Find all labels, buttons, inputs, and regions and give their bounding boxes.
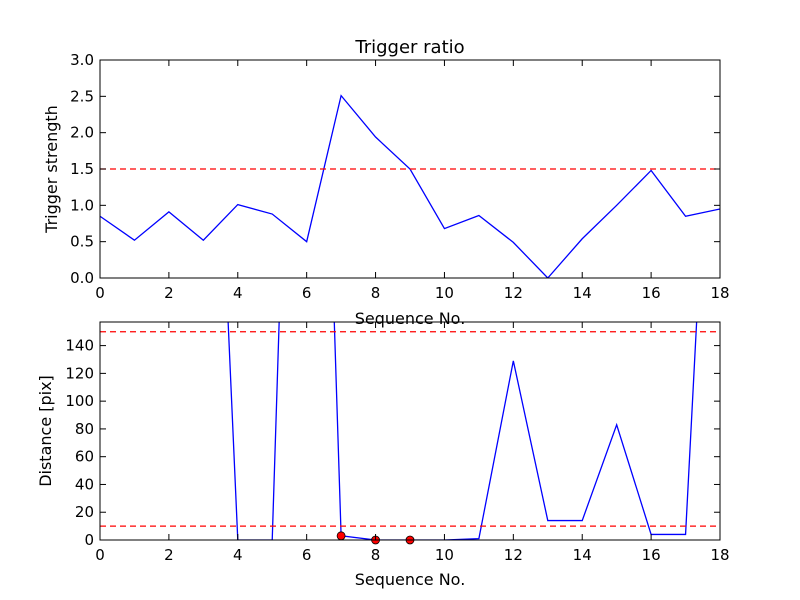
x-tick-label: 0 [95, 284, 105, 302]
x-tick-label: 14 [573, 284, 592, 302]
y-tick-label: 1.0 [70, 196, 94, 214]
chart-trigger-ratio: Trigger ratio 0 2 4 6 8 10 12 14 16 18 0.0 0.5 1.0 1.… [42, 37, 730, 328]
y-tick-label: 0 [84, 531, 94, 549]
x-tick-label: 2 [164, 284, 174, 302]
x-tick-label: 8 [371, 284, 381, 302]
x-tick-label: 18 [710, 546, 729, 564]
plot-area: 0 2 4 6 8 10 12 14 16 18 0.0 0.5 1.0 1.5 2.0 2.5 3.0 [70, 51, 729, 302]
y-tick-label: 140 [65, 337, 94, 355]
x-axis-label: Sequence No. [355, 570, 466, 589]
data-marker [336, 531, 346, 541]
x-tick-label: 8 [371, 546, 381, 564]
x-tick-label: 2 [164, 546, 174, 564]
y-tick-label: 60 [75, 448, 94, 466]
x-tick-label: 12 [504, 546, 523, 564]
plot-area: 0 2 4 6 8 10 12 14 16 18 0 20 40 60 80 100 120 140 [65, 321, 730, 564]
axes-frame [99, 321, 721, 541]
y-tick-label: 120 [65, 364, 94, 382]
y-tick-label: 100 [65, 392, 94, 410]
chart-title: Trigger ratio [354, 37, 464, 58]
y-tick-label: 1.5 [70, 160, 94, 178]
x-tick-label: 6 [302, 284, 312, 302]
x-tick-label: 12 [504, 284, 523, 302]
y-tick-label: 3.0 [70, 51, 94, 69]
x-tick-label: 18 [710, 284, 729, 302]
y-tick-label: 2.0 [70, 124, 94, 142]
y-axis-label: Distance [pix] [36, 375, 55, 487]
y-tick-label: 0.0 [70, 269, 94, 287]
series-line-0 [227, 322, 698, 540]
chart-distance: 0 2 4 6 8 10 12 14 16 18 0 20 40 60 80 100 120 140 Sequen… [36, 321, 730, 589]
y-tick-label: 0.5 [70, 233, 94, 251]
x-tick-label: 16 [642, 546, 661, 564]
x-tick-label: 10 [435, 284, 454, 302]
x-tick-label: 16 [642, 284, 661, 302]
x-tick-label: 6 [302, 546, 312, 564]
x-tick-label: 4 [233, 284, 243, 302]
x-tick-label: 0 [95, 546, 105, 564]
y-tick-label: 20 [75, 503, 94, 521]
y-axis-label: Trigger strength [42, 105, 61, 234]
x-tick-label: 10 [435, 546, 454, 564]
x-tick-label: 4 [233, 546, 243, 564]
x-axis-label: Sequence No. [355, 309, 466, 328]
y-tick-label: 40 [75, 475, 94, 493]
x-tick-label: 14 [573, 546, 592, 564]
y-tick-label: 2.5 [70, 87, 94, 105]
y-tick-label: 80 [75, 420, 94, 438]
